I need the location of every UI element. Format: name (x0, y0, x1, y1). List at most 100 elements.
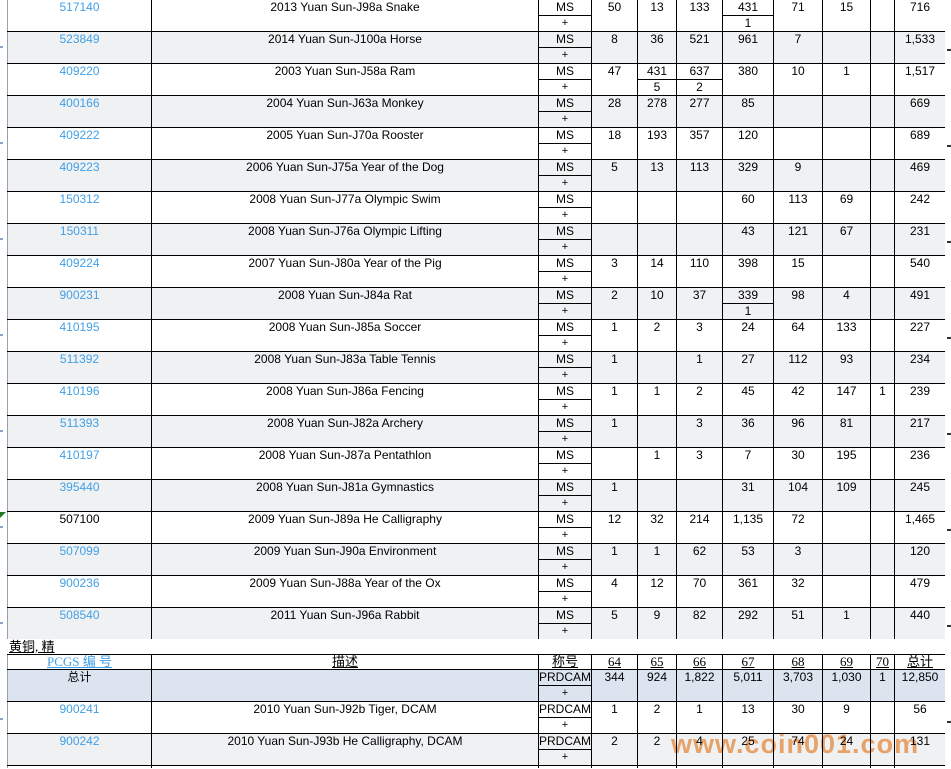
plus-designation: + (538, 717, 592, 734)
pcgs-number-link[interactable]: 900242 (7, 733, 152, 766)
pcgs-number-link[interactable]: 409224 (7, 255, 152, 288)
pcgs-number-link[interactable]: 900231 (7, 287, 152, 320)
plus-designation: + (538, 591, 592, 608)
total-count: 56 (894, 701, 946, 734)
grade-65-count: 32 (637, 511, 677, 544)
plus-designation: + (538, 749, 592, 766)
coin-description: 2008 Yuan Sun-J83a Table Tennis (151, 351, 539, 384)
header-grade-65: 65 (637, 654, 677, 670)
pcgs-number-link[interactable]: 523849 (7, 31, 152, 64)
coin-description (151, 669, 539, 702)
grade-69-count: 93 (822, 351, 871, 384)
total-count: 242 (894, 191, 946, 224)
grade-65-count: 9 (637, 607, 677, 639)
partial-next-row-cell (7, 765, 152, 768)
coin-description: 2008 Yuan Sun-J77a Olympic Swim (151, 191, 539, 224)
right-edge-gutter (945, 0, 951, 769)
pcgs-number-link[interactable]: 410197 (7, 447, 152, 480)
partial-next-row-cell (773, 765, 823, 768)
grade-68-count: 30 (773, 447, 823, 480)
grade-66-count: 113 (676, 159, 723, 192)
pcgs-number-link[interactable]: 395440 (7, 479, 152, 512)
pcgs-number-link[interactable]: 900241 (7, 701, 152, 734)
grade-70-count (870, 607, 895, 639)
designation: MS (538, 575, 592, 592)
pcgs-number-link[interactable]: 511393 (7, 415, 152, 448)
coin-description: 2013 Yuan Sun-J98a Snake (151, 0, 539, 32)
plus-designation: + (538, 685, 592, 702)
grade-68-count: 72 (773, 511, 823, 544)
coin-description: 2008 Yuan Sun-J81a Gymnastics (151, 479, 539, 512)
grade-64-count: 1 (591, 543, 638, 576)
grade-65-count: 12 (637, 575, 677, 608)
partial-next-row-cell (676, 765, 723, 768)
grade-64-count: 1 (591, 351, 638, 384)
pcgs-number-link[interactable]: 400166 (7, 95, 152, 128)
pcgs-number-link[interactable]: 900236 (7, 575, 152, 608)
pcgs-number-link[interactable]: 409220 (7, 63, 152, 96)
partial-next-row-cell (822, 765, 871, 768)
total-count: 245 (894, 479, 946, 512)
total-count: 236 (894, 447, 946, 480)
grade-65-count (637, 191, 677, 224)
grade-67-count: 36 (722, 415, 774, 448)
total-count: 669 (894, 95, 946, 128)
pcgs-number-link[interactable]: 409222 (7, 127, 152, 160)
grade-66-count (676, 223, 723, 256)
grade-68-count (773, 95, 823, 128)
designation: MS (538, 415, 592, 432)
plus-designation: + (538, 15, 592, 32)
pcgs-number-link[interactable]: 409223 (7, 159, 152, 192)
grade-69-count: 81 (822, 415, 871, 448)
pcgs-number-link[interactable]: 507099 (7, 543, 152, 576)
grade-66-count: 214 (676, 511, 723, 544)
grade-67-count: 361 (722, 575, 774, 608)
grade-69-count: 1 (822, 607, 871, 639)
grade-64-count (591, 447, 638, 480)
designation: MS (538, 447, 592, 464)
grade-70-count (870, 255, 895, 288)
grade-64-count: 4 (591, 575, 638, 608)
grade-64-count: 1 (591, 479, 638, 512)
coin-description: 2008 Yuan Sun-J85a Soccer (151, 319, 539, 352)
grade-70-count (870, 319, 895, 352)
grade-64-count (591, 223, 638, 256)
plus-designation: + (538, 431, 592, 448)
grade-70-count (870, 701, 895, 734)
pcgs-number-link[interactable]: 150311 (7, 223, 152, 256)
coin-description: 2009 Yuan Sun-J88a Year of the Ox (151, 575, 539, 608)
pcgs-number-link[interactable]: 507100 (7, 511, 152, 544)
plus-designation: + (538, 239, 592, 256)
grade-70-count (870, 511, 895, 544)
grade-65-count: 2 (637, 733, 677, 766)
header-total: 总计 (894, 654, 946, 670)
grade-66-count: 133 (676, 0, 723, 32)
pcgs-number-link[interactable]: 517140 (59, 0, 100, 14)
grade-67-count: 380 (722, 63, 774, 96)
designation: MS (538, 95, 592, 112)
designation: MS (538, 511, 592, 528)
total-count: 234 (894, 351, 946, 384)
designation: MS (538, 159, 592, 176)
grade-64-count: 47 (591, 63, 638, 96)
total-count: 131 (894, 733, 946, 766)
total-count: 1,517 (894, 63, 946, 96)
partial-next-row-cell (637, 765, 677, 768)
designation: PRDCAM (538, 669, 592, 686)
grade-64-count: 1 (591, 701, 638, 734)
grade-67-count: 329 (722, 159, 774, 192)
pcgs-number-link[interactable]: 410195 (7, 319, 152, 352)
grade-67-count-plus: 1 (722, 15, 774, 32)
section-label: 黄铜, 精 (7, 639, 945, 654)
grade-70-count (870, 543, 895, 576)
pcgs-number-link[interactable]: 511392 (7, 351, 152, 384)
pcgs-number-link[interactable]: 410196 (7, 383, 152, 416)
plus-designation: + (538, 175, 592, 192)
pcgs-number-link[interactable]: 508540 (7, 607, 152, 639)
designation: MS (538, 287, 592, 304)
grade-65-count: 1 (637, 383, 677, 416)
ms-population-table: 517140 2013 Yuan Sun-J98a Snake MS 50 13 133 4… (7, 0, 946, 639)
pcgs-number-link[interactable]: 150312 (7, 191, 152, 224)
grade-69-count: 9 (822, 701, 871, 734)
plus-designation: + (538, 367, 592, 384)
